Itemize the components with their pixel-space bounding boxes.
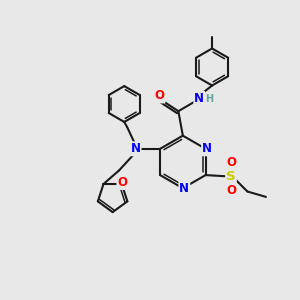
- Text: O: O: [226, 184, 236, 197]
- Text: O: O: [154, 89, 165, 103]
- Text: O: O: [117, 176, 127, 189]
- Text: N: N: [179, 182, 189, 195]
- Text: N: N: [194, 92, 204, 105]
- Text: N: N: [202, 142, 212, 155]
- Text: O: O: [226, 156, 236, 169]
- Text: N: N: [130, 142, 141, 155]
- Text: H: H: [205, 94, 213, 104]
- Text: S: S: [226, 170, 236, 183]
